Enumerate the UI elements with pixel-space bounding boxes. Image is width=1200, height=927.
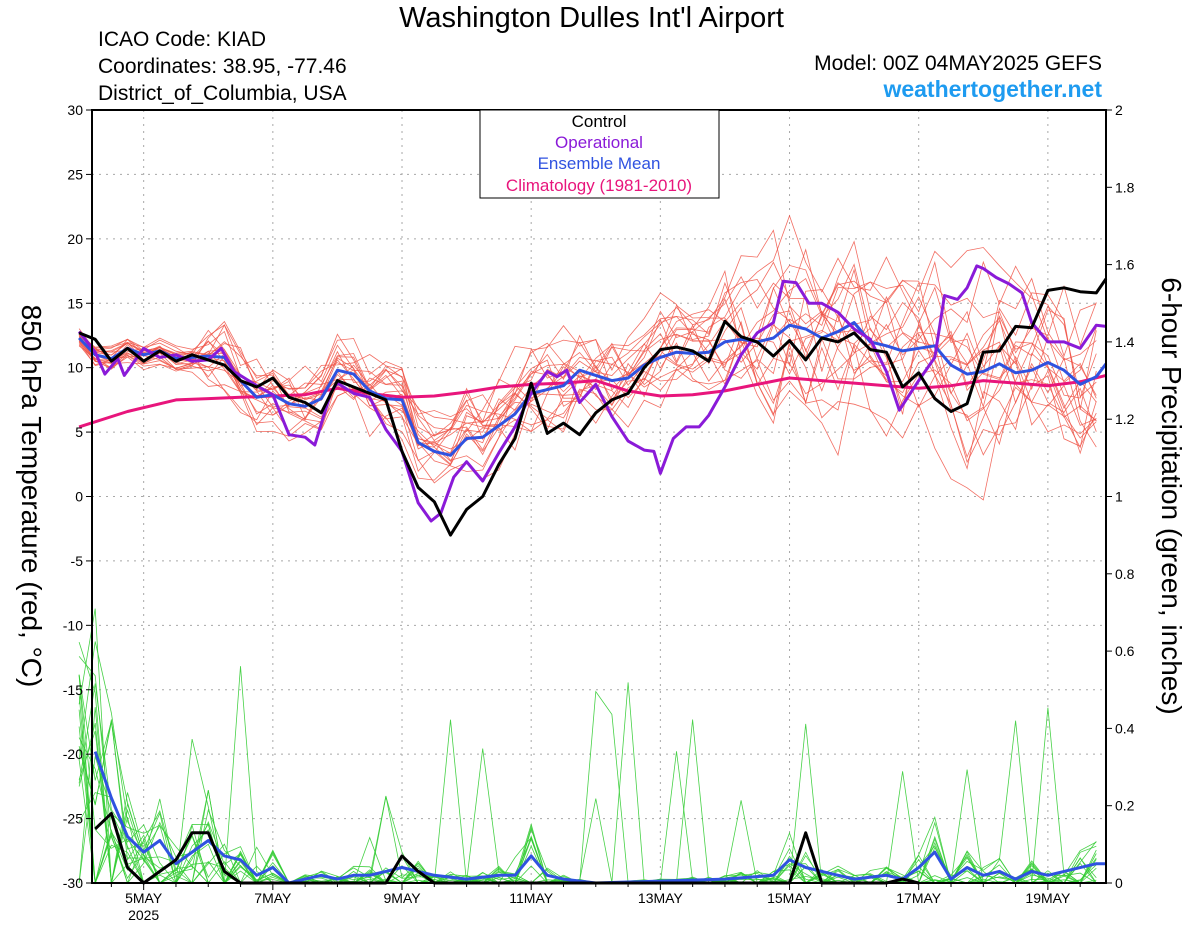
ensemble-member-precip xyxy=(78,730,1097,885)
y2-tick-label: 0.6 xyxy=(1115,643,1135,659)
y-tick-label: -25 xyxy=(63,811,83,827)
ensemble-member-precip xyxy=(78,690,1097,885)
y2-tick-label: 1 xyxy=(1115,489,1123,505)
grid-layer xyxy=(92,110,1106,883)
y-tick-label: -30 xyxy=(63,875,83,891)
y2-tick-label: 2 xyxy=(1115,102,1123,118)
ensemble-member-temp xyxy=(78,229,1097,481)
chart-title: Washington Dulles Int'l Airport xyxy=(399,2,784,34)
icao-code: ICAO Code: KIAD xyxy=(98,28,267,51)
x-tick-label: 5MAY xyxy=(125,890,163,906)
y-tick-label: 5 xyxy=(75,424,83,440)
ensemble-member-temp xyxy=(78,264,1097,465)
legend: Control Operational Ensemble Mean Climat… xyxy=(479,109,720,199)
y-tick-label: 20 xyxy=(67,231,83,247)
y-tick-label: 30 xyxy=(67,102,83,118)
ensemble-member-precip xyxy=(78,656,1097,884)
ensemble-member-temp xyxy=(78,275,1097,449)
x-tick-label: 9MAY xyxy=(383,890,421,906)
ensemble-member-temp xyxy=(78,240,1097,473)
main-series-layer xyxy=(77,264,1108,885)
site-link[interactable]: weathertogether.net xyxy=(883,76,1102,102)
y-tick-label: -10 xyxy=(63,617,83,633)
ensemble-mean-temp-line xyxy=(78,321,1108,457)
y-tick-label: 15 xyxy=(67,295,83,311)
model-run-label: Model: 00Z 04MAY2025 GEFS xyxy=(814,52,1102,75)
y-tick-label: -5 xyxy=(71,553,84,569)
legend-operational: Operational xyxy=(555,133,643,152)
y2-tick-label: 1.4 xyxy=(1115,334,1135,350)
y2-axis-label: 6-hour Precipitation (green, inches) xyxy=(1156,277,1187,714)
axes-layer: 302520151050-5-10-15-20-25-3021.81.61.41… xyxy=(63,102,1135,923)
ensemble-member-temp xyxy=(78,338,1097,501)
x-tick-label: 13MAY xyxy=(638,890,684,906)
ensemble-mean-precip-line xyxy=(93,751,1106,885)
x-tick-label: 7MAY xyxy=(254,890,292,906)
x-tick-year: 2025 xyxy=(128,907,159,923)
y2-tick-label: 1.6 xyxy=(1115,257,1135,273)
legend-ensemble-mean: Ensemble Mean xyxy=(538,154,661,173)
x-tick-label: 11MAY xyxy=(509,890,553,906)
ensemble-member-precip xyxy=(78,666,1097,884)
ensemble-members-layer xyxy=(78,214,1097,885)
ensemble-member-precip xyxy=(78,641,1097,884)
region-label: District_of_Columbia, USA xyxy=(98,82,347,105)
y-tick-label: -15 xyxy=(63,682,83,698)
operational-temp-line xyxy=(77,264,1107,523)
y-tick-label: 10 xyxy=(67,360,83,376)
climatology-line xyxy=(78,373,1107,429)
coordinates: Coordinates: 38.95, -77.46 xyxy=(98,55,347,78)
x-tick-label: 19MAY xyxy=(1025,890,1071,906)
y2-tick-label: 1.2 xyxy=(1115,411,1135,427)
y2-tick-label: 0.4 xyxy=(1115,720,1135,736)
x-tick-label: 15MAY xyxy=(767,890,813,906)
control-temp-line xyxy=(78,277,1108,537)
y-tick-label: 25 xyxy=(67,166,83,182)
legend-box xyxy=(479,109,720,199)
legend-control: Control xyxy=(572,112,627,131)
y2-tick-label: 0.8 xyxy=(1115,566,1135,582)
y2-tick-label: 1.8 xyxy=(1115,179,1135,195)
y-tick-label: -20 xyxy=(63,746,83,762)
ensemble-member-precip xyxy=(78,674,1097,884)
y2-tick-label: 0.2 xyxy=(1115,798,1135,814)
legend-climatology: Climatology (1981-2010) xyxy=(506,176,692,195)
ensemble-member-precip xyxy=(78,641,1097,884)
ensemble-member-temp xyxy=(78,268,1097,459)
ensemble-member-temp xyxy=(78,282,1097,432)
y2-tick-label: 0 xyxy=(1115,875,1123,891)
x-tick-label: 17MAY xyxy=(896,890,942,906)
y-tick-label: 0 xyxy=(75,489,83,505)
y-axis-label: 850 hPa Temperature (red, °C) xyxy=(16,305,47,688)
ensemble-member-temp xyxy=(78,248,1097,451)
ensemble-member-precip xyxy=(78,608,1097,885)
